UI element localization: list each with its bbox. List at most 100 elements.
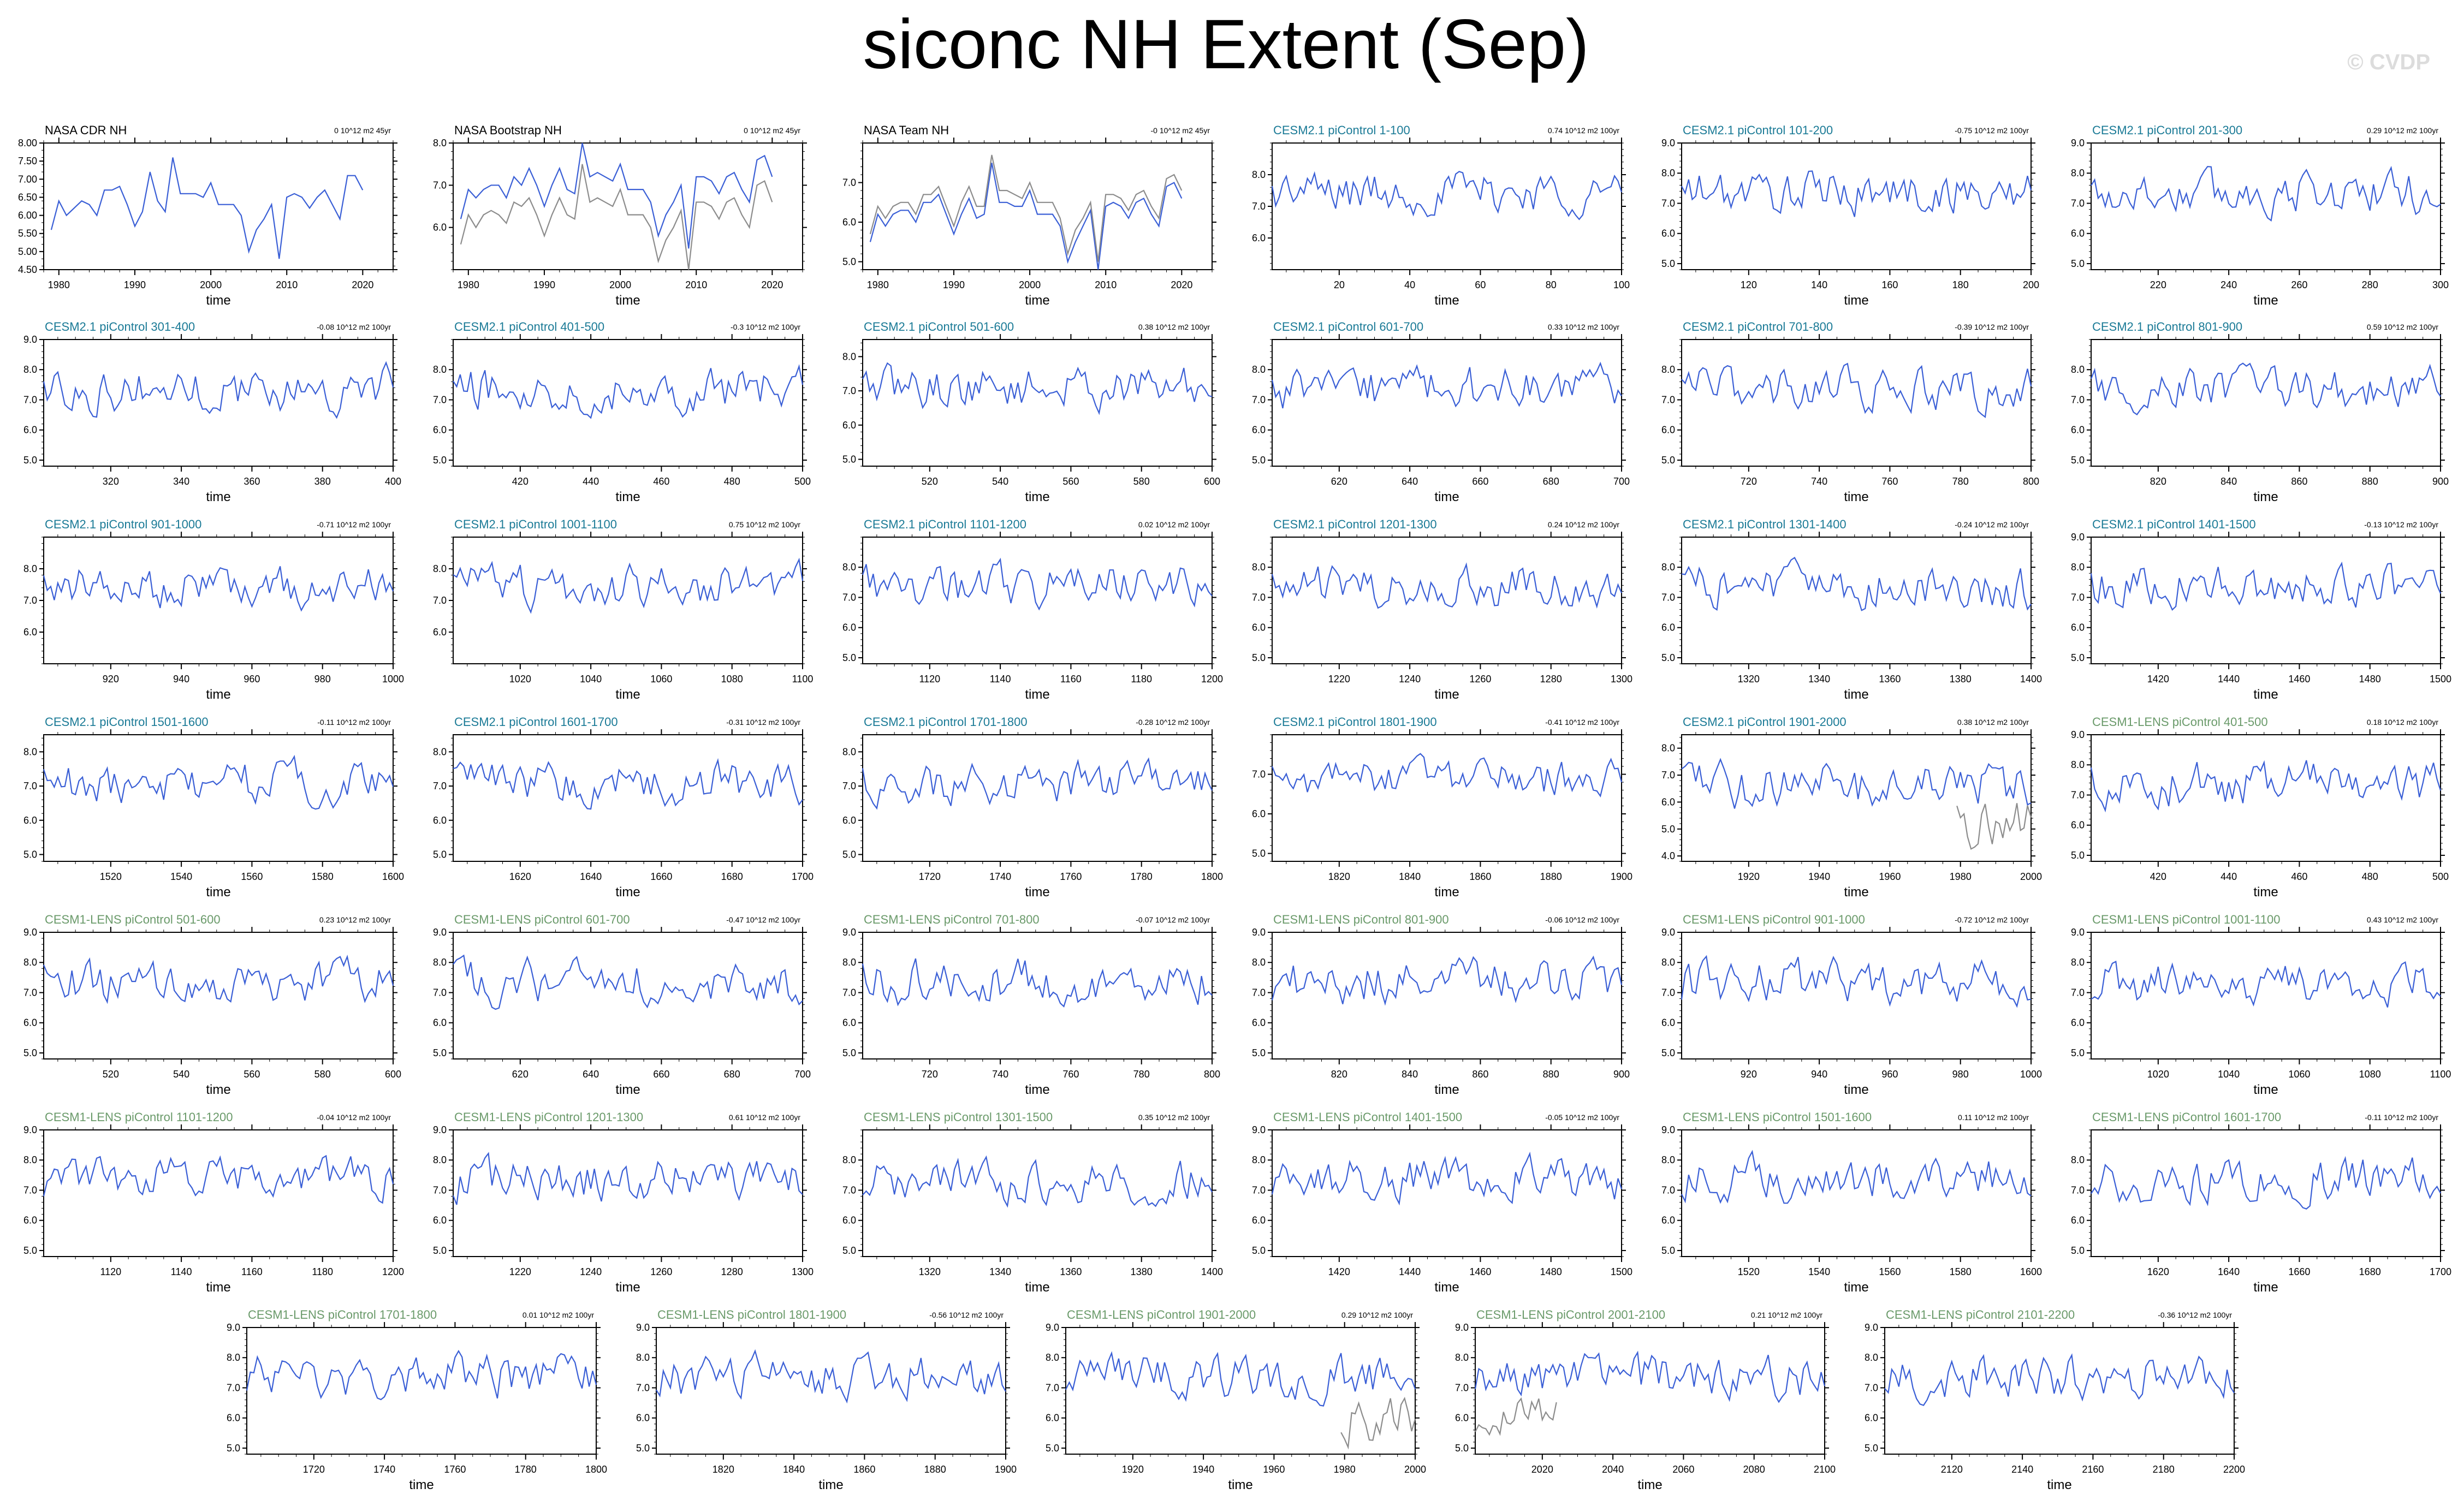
y-tick-label: 5.0: [433, 455, 447, 466]
plot-frame: [862, 537, 1213, 664]
series-line: [43, 954, 394, 1004]
y-tick-label: 7.0: [842, 592, 856, 603]
x-tick-label: 2000: [609, 279, 631, 290]
x-axis-label: time: [615, 885, 640, 900]
y-tick-label: 8.0: [23, 746, 37, 757]
x-tick-label: 900: [1613, 1069, 1630, 1080]
x-tick-label: 1160: [1060, 674, 1082, 684]
panel-title: CESM2.1 piControl 601-700: [1273, 320, 1423, 334]
trend-label: -0.3 10^12 m2 100yr: [731, 323, 800, 331]
y-tick-label: 8.0: [1661, 957, 1675, 968]
chart-panel: CESM2.1 piControl 1901-2000 0.38 10^12 m2…: [1661, 715, 2042, 900]
y-tick-label: 7.50: [18, 156, 37, 166]
y-tick-label: 9.0: [1661, 138, 1675, 148]
y-tick-label: 5.0: [842, 1245, 856, 1256]
chart-panel: CESM1-LENS piControl 1301-1500 0.35 10^12…: [842, 1110, 1223, 1295]
chart-panel: CESM1-LENS piControl 1201-1300 0.61 10^12…: [433, 1110, 814, 1295]
y-tick-label: 9.0: [1865, 1322, 1878, 1333]
x-tick-label: 1440: [1399, 1266, 1421, 1277]
y-tick-label: 8.0: [433, 957, 447, 968]
x-tick-label: 1980: [458, 279, 479, 290]
plot-frame: [43, 734, 394, 862]
x-tick-label: 40: [1404, 279, 1415, 290]
x-tick-label: 1680: [721, 871, 743, 882]
x-tick-label: 620: [512, 1069, 529, 1080]
x-tick-label: 1900: [1611, 871, 1632, 882]
x-tick-label: 1120: [919, 674, 940, 684]
trend-label: -0.36 10^12 m2 100yr: [2158, 1311, 2232, 1319]
y-tick-label: 9.0: [227, 1322, 240, 1333]
y-tick-label: 9.0: [842, 927, 856, 938]
chart-panel: CESM1-LENS piControl 901-1000 -0.72 10^12…: [1661, 913, 2042, 1097]
x-tick-label: 1540: [1808, 1266, 1830, 1277]
x-tick-label: 120: [1741, 279, 1757, 290]
chart-panel: CESM2.1 piControl 1401-1500 -0.13 10^12 m…: [2071, 517, 2451, 702]
y-tick-label: 7.0: [842, 781, 856, 791]
panel-title: CESM1-LENS piControl 1101-1200: [45, 1110, 233, 1124]
y-tick-label: 8.0: [842, 562, 856, 573]
y-tick-label: 7.0: [2071, 1184, 2085, 1195]
x-axis-label: time: [1434, 1280, 1459, 1295]
x-tick-label: 1460: [1469, 1266, 1491, 1277]
panel-title: CESM2.1 piControl 1301-1400: [1683, 517, 1847, 531]
chart-panel: CESM2.1 piControl 1-100 0.74 10^12 m2 100…: [1252, 123, 1630, 308]
plot-frame: [43, 339, 394, 467]
y-tick-label: 7.0: [2071, 987, 2085, 998]
x-axis-label: time: [615, 1082, 640, 1097]
x-axis-label: time: [206, 490, 230, 504]
x-tick-label: 1780: [1131, 871, 1153, 882]
series-line: [656, 1349, 1006, 1404]
y-tick-label: 8.0: [1661, 364, 1675, 375]
x-tick-label: 820: [2150, 476, 2166, 487]
trend-label: 0.33 10^12 m2 100yr: [1548, 323, 1619, 331]
panel-title: CESM1-LENS piControl 2001-2100: [1476, 1308, 1665, 1321]
x-tick-label: 2010: [276, 279, 298, 290]
x-tick-label: 1180: [312, 1266, 333, 1277]
chart-panel: CESM2.1 piControl 501-600 0.38 10^12 m2 1…: [842, 320, 1220, 504]
trend-label: -0.04 10^12 m2 100yr: [317, 1113, 391, 1122]
y-tick-label: 5.0: [1661, 1245, 1675, 1256]
x-tick-label: 900: [2432, 476, 2449, 487]
y-tick-label: 5.0: [1661, 455, 1675, 466]
trend-label: -0.75 10^12 m2 100yr: [1955, 126, 2029, 135]
series-line: [43, 754, 394, 810]
y-tick-label: 5.0: [227, 1443, 240, 1454]
y-tick-label: 6.0: [433, 627, 447, 638]
x-axis-label: time: [409, 1478, 434, 1492]
x-tick-label: 1560: [1879, 1266, 1901, 1277]
y-tick-label: 8.0: [433, 1154, 447, 1165]
panel-title: CESM1-LENS piControl 1501-1600: [1683, 1110, 1872, 1124]
x-tick-label: 980: [1952, 1069, 1969, 1080]
x-tick-label: 1990: [533, 279, 555, 290]
y-tick-label: 9.0: [1661, 1124, 1675, 1135]
x-tick-label: 1600: [382, 871, 404, 882]
plot-frame: [43, 1129, 394, 1257]
series-line: [1681, 362, 2032, 419]
x-tick-label: 1840: [783, 1464, 805, 1475]
x-tick-label: 1580: [1950, 1266, 1972, 1277]
x-tick-label: 60: [1475, 279, 1486, 290]
trend-label: 0.18 10^12 m2 100yr: [2367, 718, 2438, 727]
x-axis-label: time: [2253, 490, 2278, 504]
secondary-series-line: [1340, 1396, 1416, 1450]
x-tick-label: 1080: [721, 674, 743, 684]
x-axis-label: time: [2253, 885, 2278, 900]
series-line: [1271, 562, 1623, 609]
panel-title: CESM2.1 piControl 1501-1600: [45, 715, 209, 729]
x-tick-label: 2200: [2223, 1464, 2245, 1475]
x-tick-label: 640: [1402, 476, 1418, 487]
y-tick-label: 8.0: [2071, 364, 2085, 375]
x-tick-label: 80: [1546, 279, 1557, 290]
chart-panel: CESM1-LENS piControl 1701-1800 0.01 10^12…: [227, 1308, 607, 1492]
y-tick-label: 7.0: [1661, 592, 1675, 603]
x-tick-label: 2120: [1941, 1464, 1963, 1475]
series-line: [1474, 1350, 1826, 1403]
plot-frame: [43, 932, 394, 1059]
chart-panel: NASA Team NH -0 10^12 m2 45yr 5.0 6.0 7.0 198…: [842, 123, 1216, 308]
x-axis-label: time: [1844, 1280, 1868, 1295]
y-tick-label: 5.0: [433, 849, 447, 860]
y-tick-label: 7.0: [1661, 770, 1675, 781]
y-tick-label: 8.0: [2071, 168, 2085, 178]
plot-frame: [453, 142, 803, 270]
y-tick-label: 8.0: [2071, 759, 2085, 770]
